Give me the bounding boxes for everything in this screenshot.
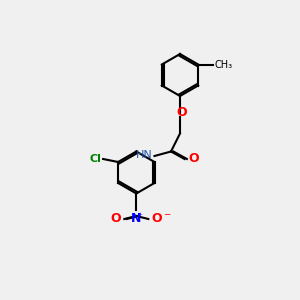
Text: $^+$: $^+$ (136, 212, 144, 220)
Text: Cl: Cl (90, 154, 102, 164)
Text: HN: HN (136, 149, 153, 160)
Text: O: O (111, 212, 121, 226)
Text: CH₃: CH₃ (215, 59, 233, 70)
Text: O: O (176, 106, 187, 119)
Text: O: O (188, 152, 199, 166)
Text: N: N (131, 212, 142, 224)
Text: O$^-$: O$^-$ (151, 212, 172, 226)
